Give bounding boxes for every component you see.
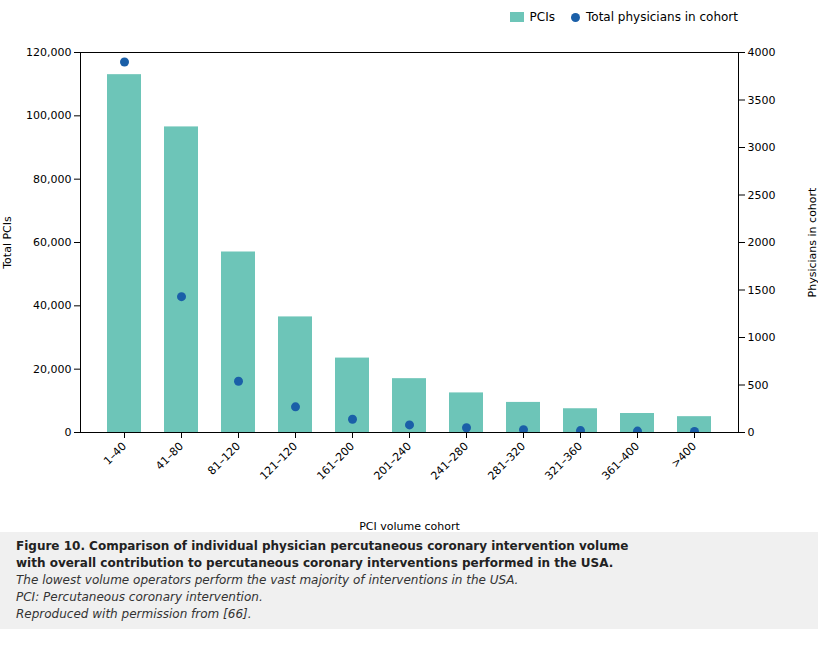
svg-text:81–120: 81–120: [205, 440, 243, 478]
svg-text:321–360: 321–360: [542, 440, 585, 483]
svg-text:0: 0: [65, 426, 72, 439]
svg-text:3000: 3000: [748, 141, 776, 154]
html-text:PCI: Percutaneous coronary int: PCI: Percutaneous coronary intervention.: [16, 590, 263, 604]
html-text:PCIs: PCIs: [529, 10, 555, 24]
svg-text:1500: 1500: [748, 284, 776, 297]
svg-text:Total PCIs: Total PCIs: [1, 216, 14, 270]
svg-text:4000: 4000: [748, 46, 776, 59]
svg-text:500: 500: [748, 379, 769, 392]
svg-text:121–120: 121–120: [257, 440, 300, 483]
svg-text:361–400: 361–400: [599, 440, 642, 483]
svg-text:161–200: 161–200: [314, 440, 357, 483]
svg-text:60,000: 60,000: [33, 236, 72, 249]
html-text:Figure 10. Comparison of indiv: Figure 10. Comparison of individual phys…: [16, 539, 629, 553]
html-text:with overall contribution to p: with overall contribution to percutaneou…: [16, 556, 614, 570]
svg-text:120,000: 120,000: [26, 46, 72, 59]
html-text:Reproduced with permission fro: Reproduced with permission from [66].: [16, 607, 252, 621]
svg-text:20,000: 20,000: [33, 363, 72, 376]
svg-text:1–40: 1–40: [101, 440, 129, 468]
svg-text:281–320: 281–320: [485, 440, 528, 483]
svg-text:2500: 2500: [748, 189, 776, 202]
svg-text:1000: 1000: [748, 331, 776, 344]
svg-text:>400: >400: [669, 440, 700, 471]
svg-text:100,000: 100,000: [26, 109, 72, 122]
html-text:Total physicians in cohort: Total physicians in cohort: [586, 10, 738, 24]
svg-text:0: 0: [748, 426, 755, 439]
svg-text:3500: 3500: [748, 94, 776, 107]
svg-text:80,000: 80,000: [33, 173, 72, 186]
svg-text:PCI volume cohort: PCI volume cohort: [359, 520, 460, 533]
svg-text:241–280: 241–280: [428, 440, 471, 483]
svg-text:41–80: 41–80: [153, 440, 186, 473]
html-text:The lowest volume operators pe: The lowest volume operators perform the …: [16, 573, 519, 587]
svg-text:40,000: 40,000: [33, 299, 72, 312]
svg-text:Physicians in cohort: Physicians in cohort: [806, 187, 818, 297]
svg-text:2000: 2000: [748, 236, 776, 249]
svg-text:201–240: 201–240: [371, 440, 414, 483]
